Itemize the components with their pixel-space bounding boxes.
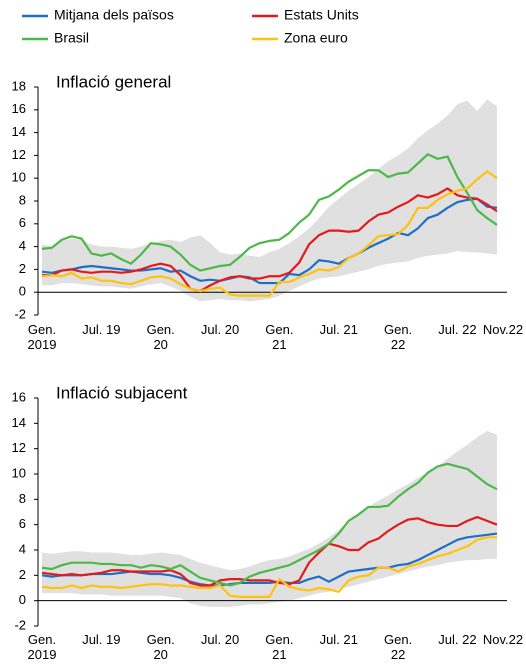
x-tick-label: Gen. 21 bbox=[265, 632, 294, 662]
series-line bbox=[41, 536, 497, 598]
y-tick-label: 0 bbox=[19, 592, 26, 607]
x-tick-label: Gen. 22 bbox=[383, 322, 413, 352]
chart-title: Inflació subjacent bbox=[56, 383, 188, 402]
y-tick-label: 14 bbox=[12, 415, 26, 430]
legend-label: Brasil bbox=[54, 30, 89, 46]
y-tick-label: 10 bbox=[12, 170, 26, 185]
legend-label: Estats Units bbox=[284, 7, 359, 23]
series-line bbox=[41, 153, 498, 272]
range-band bbox=[42, 430, 497, 607]
x-tick-label: Nov.22 bbox=[482, 632, 524, 647]
legend-label: Mitjana dels països bbox=[54, 7, 174, 23]
y-tick-label: 12 bbox=[12, 440, 26, 455]
y-tick-label: 0 bbox=[19, 284, 26, 299]
y-tick-label: -2 bbox=[14, 617, 26, 632]
y-tick-label: 8 bbox=[19, 491, 26, 506]
y-tick-label: 6 bbox=[19, 215, 26, 230]
y-tick-label: 18 bbox=[12, 78, 26, 93]
x-tick-label: Gen. 2019 bbox=[27, 322, 57, 352]
x-tick-label: Gen. 21 bbox=[265, 322, 294, 352]
y-tick-label: 2 bbox=[19, 567, 26, 582]
series-line bbox=[41, 197, 498, 285]
y-tick-label: 6 bbox=[19, 516, 26, 531]
x-tick-label: Jul. 19 bbox=[82, 632, 121, 647]
x-tick-label: Jul. 20 bbox=[200, 322, 240, 337]
x-tick-label: Jul. 22 bbox=[438, 632, 477, 647]
x-tick-label: Jul. 21 bbox=[319, 632, 358, 647]
chart-title: Inflació general bbox=[56, 72, 171, 91]
series-line bbox=[41, 532, 498, 587]
x-tick-label: Jul. 22 bbox=[438, 322, 477, 337]
legend-label: Zona euro bbox=[284, 30, 348, 46]
x-tick-label: Gen. 20 bbox=[146, 632, 175, 662]
x-tick-label: Gen. 20 bbox=[146, 322, 175, 352]
y-tick-label: 12 bbox=[12, 147, 26, 162]
y-tick-label: 4 bbox=[19, 541, 26, 556]
y-tick-label: 14 bbox=[12, 124, 26, 139]
series-line bbox=[41, 462, 498, 587]
x-tick-label: Gen. 2019 bbox=[27, 632, 57, 662]
x-tick-label: Gen. 22 bbox=[383, 632, 413, 662]
x-tick-label: Nov.22 bbox=[482, 322, 524, 337]
series-line bbox=[41, 515, 498, 587]
series-line bbox=[41, 170, 498, 297]
series-line bbox=[42, 187, 498, 293]
y-tick-label: -2 bbox=[14, 306, 26, 321]
x-tick-label: Jul. 19 bbox=[82, 322, 121, 337]
range-band bbox=[42, 99, 497, 302]
x-tick-label: Jul. 21 bbox=[319, 322, 358, 337]
y-tick-label: 8 bbox=[19, 192, 26, 207]
y-tick-label: 10 bbox=[12, 465, 26, 480]
y-tick-label: 4 bbox=[19, 238, 26, 253]
x-tick-label: Jul. 20 bbox=[200, 632, 240, 647]
y-tick-label: 16 bbox=[12, 389, 26, 404]
y-tick-label: 16 bbox=[12, 101, 26, 116]
y-tick-label: 2 bbox=[19, 261, 26, 276]
